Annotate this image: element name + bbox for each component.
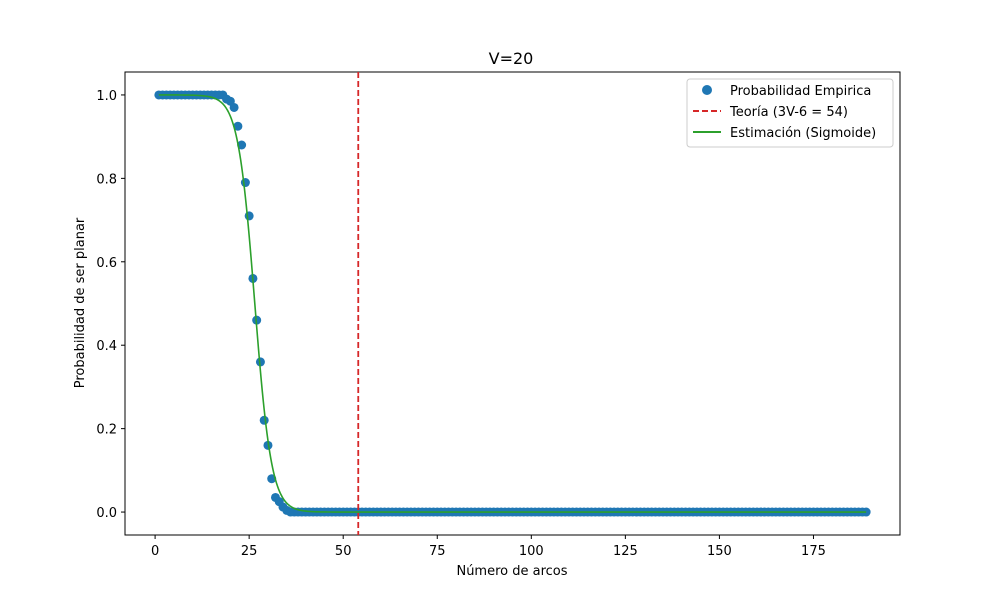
y-tick-label: 1.0 — [96, 89, 117, 104]
x-tick-label: 25 — [241, 544, 258, 559]
y-tick-label: 0.2 — [96, 423, 117, 438]
plot-frame — [124, 71, 901, 536]
x-tick-label: 50 — [335, 544, 352, 559]
chart-title: V=20 — [489, 49, 534, 68]
x-tick-label: 100 — [519, 544, 544, 559]
x-tick-label: 150 — [707, 544, 732, 559]
scatter-point — [229, 102, 239, 112]
scatter-point — [255, 357, 265, 367]
y-tick-label: 0.6 — [96, 256, 117, 271]
scatter-point — [244, 211, 254, 221]
x-axis-label: Número de arcos — [456, 564, 567, 579]
y-axis-label: Probabilidad de ser planar — [73, 217, 88, 388]
scatter-point — [237, 140, 247, 150]
y-tick-label: 0.4 — [96, 339, 117, 354]
legend-label-theory: Teoría (3V-6 = 54) — [729, 105, 848, 120]
legend: Probabilidad Empirica Teoría (3V-6 = 54)… — [686, 78, 894, 148]
y-tick-label: 0.0 — [96, 506, 117, 521]
legend-box — [686, 78, 894, 148]
y-tick-label: 0.8 — [96, 172, 117, 187]
scatter-point — [240, 178, 250, 188]
scatter-point — [233, 121, 243, 131]
legend-label-sigmoid: Estimación (Sigmoide) — [730, 126, 876, 141]
x-tick-label: 125 — [613, 544, 638, 559]
axis-ticks: 0 25 50 75 100 125 150 175 0.0 0.2 0.4 0.6 0.8 1.0 — [96, 89, 826, 559]
legend-label-empirical: Probabilidad Empirica — [730, 84, 871, 99]
legend-marker-empirical — [702, 85, 712, 95]
x-tick-label: 75 — [429, 544, 446, 559]
plot-area — [124, 71, 901, 536]
scatter-point — [259, 415, 269, 425]
x-tick-label: 175 — [801, 544, 826, 559]
scatter-point — [861, 507, 871, 517]
x-tick-label: 0 — [151, 544, 159, 559]
sigmoid-fit-line — [158, 94, 867, 513]
